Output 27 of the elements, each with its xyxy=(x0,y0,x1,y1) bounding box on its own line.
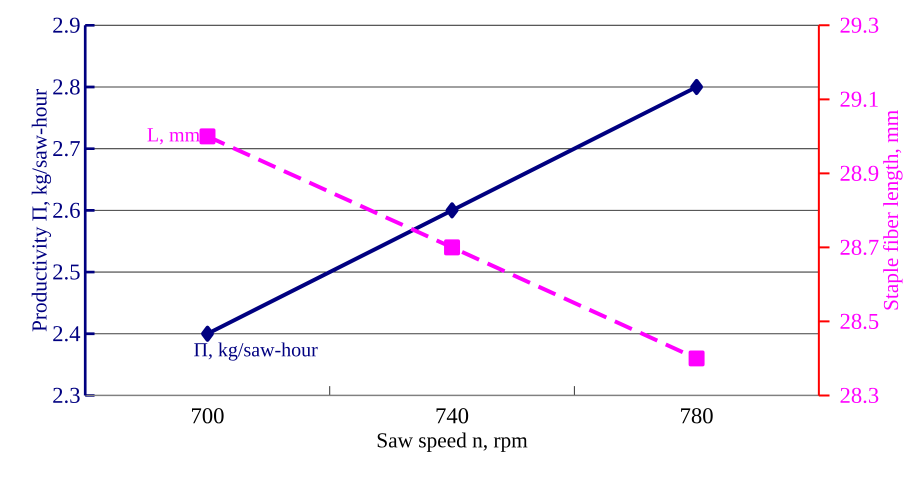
y2-axis-title: Staple fiber length, mm xyxy=(882,110,903,310)
y2-tick-label: 28.3 xyxy=(840,388,878,404)
y-tick-label: 2.7 xyxy=(53,141,80,156)
x-tick-label: 700 xyxy=(192,408,224,424)
x-tick-label: 780 xyxy=(681,408,713,424)
y2-tick-label: 28.7 xyxy=(840,240,879,256)
series-label: П, kg/saw-hour xyxy=(194,342,318,361)
series-label: L, mm xyxy=(147,128,200,145)
y-tick-label: 2.4 xyxy=(53,326,80,342)
point xyxy=(201,326,214,342)
y2-tick-label: 28.5 xyxy=(840,314,878,330)
y2-tick-label: 29.3 xyxy=(840,18,878,34)
y-tick-label: 2.6 xyxy=(53,202,80,218)
x-axis-title: Saw speed n, rpm xyxy=(378,432,528,452)
y-tick-label: 2.9 xyxy=(53,18,80,34)
y2-tick-label: 28.9 xyxy=(840,166,878,182)
y-tick-label: 2.8 xyxy=(53,79,80,95)
point xyxy=(690,79,704,96)
y-tick-label: 2.3 xyxy=(53,388,80,404)
y-tick-label: 2.5 xyxy=(53,264,80,280)
x-tick-label: 740 xyxy=(436,408,468,424)
point xyxy=(200,128,216,144)
point xyxy=(444,240,460,256)
y2-tick-label: 29.1 xyxy=(840,92,878,108)
point xyxy=(688,350,705,367)
point xyxy=(446,202,459,219)
y-axis-title: Productivity П, kg/saw-hour xyxy=(32,89,52,332)
